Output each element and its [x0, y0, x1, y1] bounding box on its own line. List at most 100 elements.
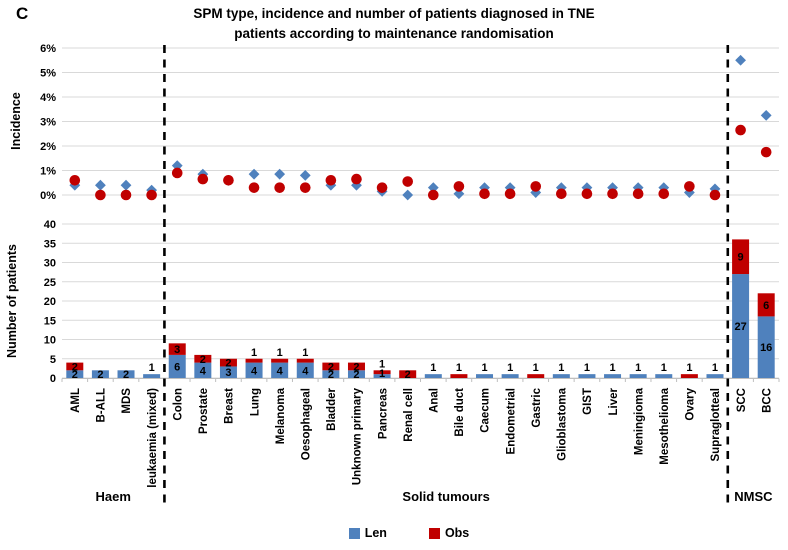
marker-obs-Pancreas: [376, 182, 388, 193]
bar-obs-Bladder: [322, 362, 340, 371]
legend: Len Obs: [0, 526, 788, 540]
marker-obs-Bladder: [325, 175, 337, 186]
marker-obs-Oesophageal: [299, 182, 311, 193]
bar-obs-AML: [66, 362, 84, 371]
marker-len-BCC: [760, 109, 772, 121]
len-swatch-icon: [348, 527, 360, 539]
x-label-Unknown primary: Unknown primary: [352, 387, 364, 485]
x-label-AML: AML: [70, 388, 82, 413]
pat-tick-0: 0: [50, 373, 56, 385]
marker-obs-MDS: [120, 189, 132, 201]
legend-item-obs: Obs: [428, 526, 469, 540]
marker-obs-SCC: [735, 124, 746, 136]
bar-label-len-Mesothelioma: 1: [661, 362, 667, 374]
bar-obs-Ovary: [680, 374, 698, 378]
bar-label-len-Melanoma: 4: [277, 365, 284, 377]
bar-label-len-Colon: 6: [174, 361, 180, 373]
bar-label-len-Bladder: 2: [328, 369, 334, 381]
marker-len-Bile duct: [453, 188, 465, 200]
bar-len-Colon: [168, 354, 186, 378]
marker-obs-Anal: [428, 189, 439, 201]
bar-obs-Gastric: [527, 374, 545, 378]
bar-obs-Prostate: [194, 354, 212, 363]
x-label-Glioblastoma: Glioblastoma: [557, 387, 569, 460]
bar-obs-SCC: [732, 239, 750, 275]
bar-len-Melanoma: [271, 362, 289, 378]
bar-len-Anal: [424, 374, 442, 378]
marker-obs-BCC: [760, 146, 772, 158]
bar-label-obs-Breast: 2: [225, 358, 231, 370]
bar-label-obs-Oesophageal: 1: [302, 347, 308, 359]
x-label-Prostate: Prostate: [198, 388, 210, 434]
bar-label-len-Pancreas: 1: [379, 368, 385, 380]
legend-item-len: Len: [348, 526, 387, 540]
x-label-Colon: Colon: [172, 388, 184, 421]
bar-label-obs-BCC: 6: [763, 300, 769, 312]
marker-obs-Gastric: [530, 181, 542, 192]
marker-obs-Liver: [607, 188, 618, 200]
bar-label-obs-Melanoma: 1: [277, 347, 283, 359]
marker-obs-Meningioma: [632, 188, 644, 200]
group-label-solid-tumours: Solid tumours: [402, 489, 489, 504]
marker-len-Ovary: [683, 187, 695, 198]
inc-tick-5%: 5%: [40, 68, 56, 80]
bar-label-len-GIST: 1: [584, 362, 590, 374]
pat-tick-35: 35: [44, 238, 56, 250]
bar-label-len-Endometrial: 1: [507, 362, 513, 374]
bar-len-B-ALL: [91, 370, 109, 378]
bar-len-AML: [66, 370, 84, 378]
inc-tick-6%: 6%: [40, 43, 56, 55]
marker-obs-Lung: [248, 182, 260, 193]
x-label-Ovary: Ovary: [685, 387, 697, 420]
bar-label-obs-Prostate: 2: [200, 354, 206, 366]
bar-obs-Pancreas: [373, 370, 391, 375]
chart-title-line1: SPM type, incidence and number of patien…: [193, 6, 595, 21]
marker-obs-Melanoma: [274, 182, 285, 193]
bar-len-BCC: [757, 316, 775, 378]
marker-len-B-ALL: [95, 179, 106, 191]
bar-obs-Unknown primary: [347, 362, 365, 371]
x-label-Mesothelioma: Mesothelioma: [659, 387, 671, 464]
bar-len-Unknown primary: [347, 370, 365, 378]
bar-label-len-Unknown primary: 2: [353, 369, 359, 381]
x-label-leukaemia (mixed): leukaemia (mixed): [147, 388, 159, 488]
bar-len-leukaemia (mixed): [143, 374, 161, 378]
bar-obs-Colon: [168, 343, 186, 355]
legend-label-len: Len: [364, 526, 387, 540]
chart-title: SPM type, incidence and number of patien…: [14, 4, 774, 45]
bar-label-len-Breast: 3: [225, 367, 231, 379]
x-label-Endometrial: Endometrial: [505, 388, 517, 454]
bar-obs-Melanoma: [271, 358, 289, 363]
marker-len-Renal cell: [402, 189, 414, 201]
x-label-Liver: Liver: [608, 387, 620, 415]
bar-label-obs-AML: 2: [72, 361, 78, 373]
marker-len-Melanoma: [274, 168, 286, 180]
bar-label-len-Lung: 4: [251, 365, 258, 377]
bar-label-obs-Gastric: 1: [533, 362, 539, 374]
bar-len-GIST: [578, 374, 596, 378]
bar-label-len-SCC: 27: [734, 321, 746, 333]
bar-len-Caecum: [476, 374, 494, 378]
bar-label-obs-Bladder: 2: [328, 361, 334, 373]
marker-obs-B-ALL: [95, 189, 106, 201]
x-label-Pancreas: Pancreas: [377, 388, 389, 439]
pat-tick-10: 10: [44, 335, 56, 347]
inc-tick-1%: 1%: [40, 166, 56, 178]
inc-tick-0%: 0%: [40, 190, 56, 202]
marker-obs-Renal cell: [402, 176, 413, 187]
bar-label-len-MDS: 2: [123, 369, 129, 381]
x-label-MDS: MDS: [121, 388, 133, 414]
bar-len-Glioblastoma: [552, 374, 570, 378]
bar-obs-Renal cell: [399, 370, 417, 378]
marker-len-SCC: [735, 54, 746, 66]
marker-obs-GIST: [581, 188, 593, 200]
marker-obs-Colon: [171, 167, 183, 179]
marker-obs-Ovary: [684, 181, 695, 192]
group-label-nmsc: NMSC: [734, 489, 773, 504]
x-label-Lung: Lung: [249, 388, 261, 416]
x-label-Anal: Anal: [429, 388, 441, 413]
chart-title-line2: patients according to maintenance random…: [234, 26, 554, 42]
bar-label-obs-Ovary: 1: [686, 362, 692, 374]
bar-len-Liver: [604, 374, 622, 378]
pat-tick-25: 25: [44, 277, 56, 289]
